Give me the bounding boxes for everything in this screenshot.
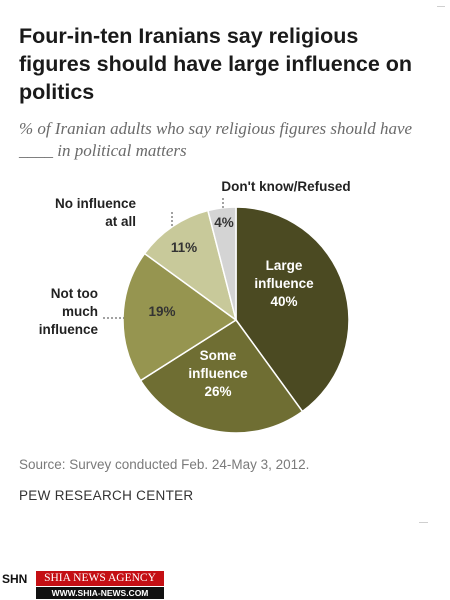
pie-chart: Large influence 40% Some influence 26% Not too… <box>39 179 351 434</box>
corner-mark <box>437 6 445 7</box>
banner-agency-name: SHIA NEWS AGENCY <box>36 571 164 586</box>
slice-value-large-influence: 40% <box>270 294 297 309</box>
pie-slice-no-influence-at-all <box>143 209 238 322</box>
pie-slice-large-influence <box>235 206 350 413</box>
banner-abbreviation: SHN <box>2 572 28 586</box>
slice-label-not-too-much-influence: Not too much influence <box>39 286 99 337</box>
slice-label-some-influence: Some influence <box>188 348 248 381</box>
watermark-banner: SHN SHIA NEWS AGENCY WWW.SHIA-NEWS.COM <box>0 570 165 600</box>
slice-label-don-t-know-refused: Don't know/Refused <box>221 179 350 194</box>
slice-value-not-too-much-influence: 19% <box>148 304 175 319</box>
slice-label-no-influence-at-all: No influence at all <box>55 196 136 229</box>
slice-label-large-influence: Large influence <box>254 258 314 291</box>
chart-title: Four-in-ten Iranians say religious figur… <box>19 24 413 104</box>
organization-name: PEW RESEARCH CENTER <box>19 488 194 503</box>
pie-slice-don-t-know-refused <box>206 206 237 321</box>
source-note: Source: Survey conducted Feb. 24-May 3, … <box>19 457 310 472</box>
pie-slice-some-influence <box>139 318 304 434</box>
slice-value-some-influence: 26% <box>204 384 231 399</box>
chart-subtitle: % of Iranian adults who say religious fi… <box>19 119 413 160</box>
pie-slice-not-too-much-influence <box>122 252 238 382</box>
slice-value-no-influence-at-all: 11% <box>171 240 197 255</box>
banner-url: WWW.SHIA-NEWS.COM <box>36 587 164 599</box>
slice-value-don-t-know-refused: 4% <box>214 215 234 230</box>
corner-mark <box>419 522 428 523</box>
